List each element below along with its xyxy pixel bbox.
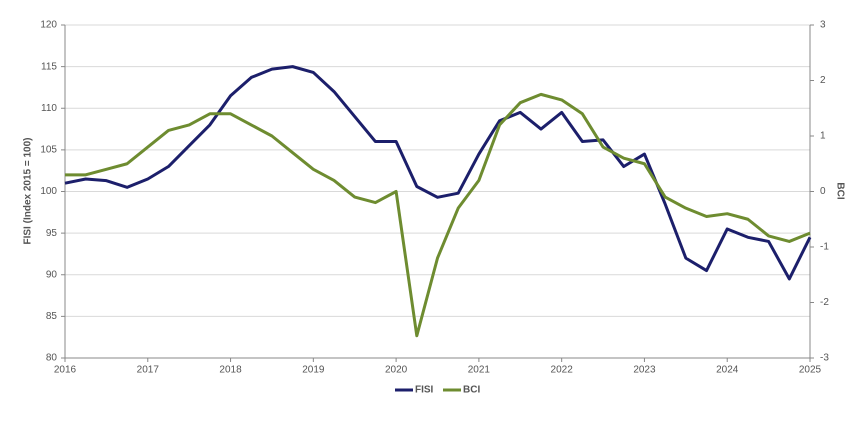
y-tick-label: 85 [46, 311, 58, 322]
y-tick-label: 115 [41, 61, 57, 72]
y-tick-label: 120 [40, 20, 57, 31]
y2-tick-label: 1 [820, 131, 826, 142]
y-tick-label: 90 [46, 269, 58, 280]
x-tick-label: 2017 [137, 365, 160, 376]
y2-tick-label: 3 [820, 20, 826, 31]
x-tick-label: 2016 [54, 365, 77, 376]
y-tick-label: 95 [46, 228, 58, 239]
y2-axis-title: BCI [834, 182, 845, 199]
x-tick-label: 2025 [799, 365, 822, 376]
x-tick-label: 2023 [633, 365, 656, 376]
y-tick-label: 110 [41, 103, 57, 114]
x-tick-label: 2022 [551, 365, 574, 376]
y-axis-title: FISI (Index 2015 = 100) [23, 138, 34, 245]
x-tick-label: 2024 [716, 365, 739, 376]
x-tick-label: 2021 [468, 365, 491, 376]
legend-label: FISI [415, 385, 434, 396]
y2-tick-label: -2 [820, 297, 829, 308]
y2-tick-label: 0 [820, 186, 826, 197]
x-tick-label: 2018 [219, 365, 242, 376]
line [65, 92, 811, 338]
legend-label: BCI [463, 385, 480, 396]
x-tick-label: 2020 [385, 365, 408, 376]
y-tick-label: 100 [40, 186, 57, 197]
y2-tick-label: -3 [820, 353, 829, 364]
y-tick-label: 80 [46, 353, 58, 364]
x-tick-label: 2019 [302, 365, 325, 376]
y2-tick-label: -1 [820, 242, 829, 253]
y-tick-label: 105 [40, 145, 57, 156]
y2-tick-label: 2 [820, 75, 826, 86]
line [64, 65, 812, 281]
